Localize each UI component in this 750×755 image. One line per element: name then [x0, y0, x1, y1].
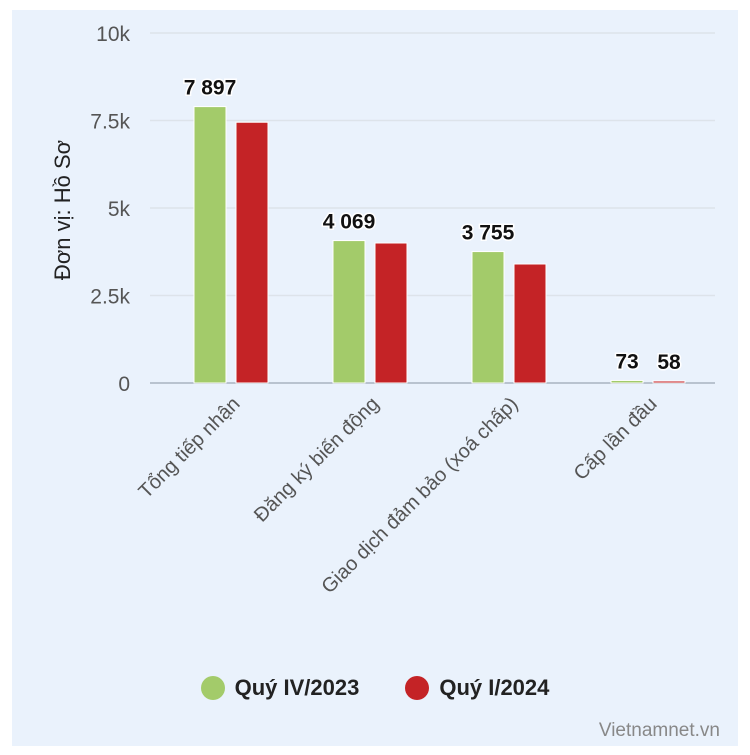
- legend: Quý IV/2023 Quý I/2024: [0, 675, 750, 701]
- bar: [374, 242, 408, 384]
- y-tick-label: 10k: [96, 23, 130, 46]
- x-tick-label: Đăng ký biến động: [250, 393, 383, 526]
- bar: [513, 263, 547, 384]
- bar: [652, 380, 686, 384]
- data-labels: 7 897 4 069 3 755 73 58: [182, 75, 682, 375]
- data-label: 3 755: [462, 222, 515, 245]
- legend-label-q1-2024: Quý I/2024: [439, 675, 550, 700]
- x-tick-label: Tổng tiếp nhận: [135, 393, 245, 503]
- bar: [332, 240, 366, 384]
- data-label: 4 069: [323, 211, 376, 234]
- y-tick-label: 7.5k: [90, 111, 130, 134]
- legend-label-q4-2023: Quý IV/2023: [234, 675, 360, 700]
- y-tick-label: 0: [118, 373, 130, 396]
- y-tick-label: 5k: [108, 198, 131, 221]
- legend-item-q4-2023[interactable]: Quý IV/2023: [200, 675, 360, 701]
- legend-swatch-q4-2023: [200, 676, 225, 700]
- data-label: 73: [615, 350, 638, 373]
- y-axis-ticks: 0 2.5k 5k 7.5k 10k: [90, 23, 130, 396]
- bars: [193, 106, 686, 384]
- bar: [610, 379, 644, 384]
- legend-swatch-q1-2024: [405, 676, 430, 700]
- legend-item-q1-2024[interactable]: Quý I/2024: [405, 675, 549, 701]
- source-credit: Vietnamnet.vn: [598, 720, 720, 741]
- bar: [193, 106, 227, 384]
- x-tick-label: Cấp lần đầu: [570, 393, 662, 485]
- data-label: 7 897: [184, 77, 237, 100]
- bar: [235, 121, 269, 384]
- data-label: 58: [657, 351, 681, 374]
- y-tick-label: 2.5k: [90, 286, 130, 309]
- y-axis-label: Đơn vị: Hồ Sơ: [50, 140, 75, 280]
- bar: [471, 251, 505, 384]
